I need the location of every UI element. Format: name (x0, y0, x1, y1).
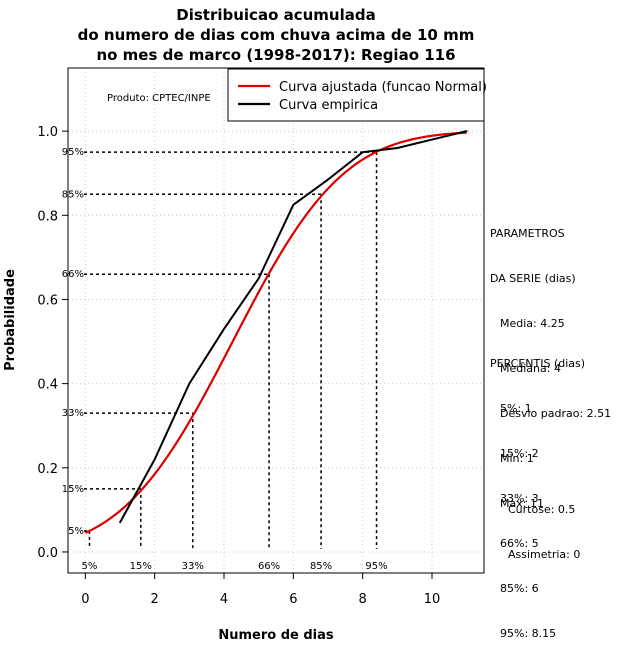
x-tick-label-5: 10 (424, 592, 441, 607)
empirical-point-10 (465, 130, 468, 132)
percentile-label-y-0: 5% (68, 526, 84, 537)
series-parameters-panel: PARAMETROS DA SERIE (dias) Media: 4.25 M… (490, 196, 611, 526)
y-tick-label-0: 0.0 (37, 546, 58, 561)
x-axis-ticks: 0 2 4 6 8 10 (81, 573, 440, 607)
x-axis-label: Numero de dias (218, 628, 334, 643)
param-desvio: Desvio padrao: 2.51 (500, 407, 612, 420)
grid-lines (68, 68, 484, 573)
percentile-label-x-4: 85% (310, 561, 332, 572)
pct-15: 15%: 2 (500, 447, 539, 460)
y-tick-label-4: 0.8 (37, 209, 58, 224)
y-axis-label: Probabilidade (3, 269, 18, 371)
empirical-point-1 (153, 458, 156, 461)
chart-title-line-1: Distribuicao acumulada (176, 6, 375, 24)
y-tick-label-3: 0.6 (37, 293, 58, 308)
fitted-normal-curve (84, 131, 467, 534)
percentiles-panel: PERCENTIS (dias) 5%: 1 15%: 2 33%: 3 66%… (490, 326, 585, 656)
empirical-point-9 (431, 138, 433, 141)
legend-label-empirical: Curva empirica (279, 98, 378, 113)
y-tick-label-5: 1.0 (37, 125, 58, 140)
percentile-label-x-1: 15% (130, 561, 152, 572)
param-max: Max: 11 (500, 497, 544, 510)
x-tick-label-0: 0 (81, 592, 89, 607)
product-annotation: Produto: CPTEC/INPE (107, 93, 211, 104)
empirical-point-6 (327, 178, 329, 181)
percentile-label-x-2: 33% (182, 561, 204, 572)
pct-66: 66%: 5 (500, 537, 539, 550)
percentis-title: PERCENTIS (dias) (490, 357, 586, 370)
params-title-2: DA SERIE (dias) (490, 272, 576, 285)
chart-title-line-3: no mes de marco (1998-2017): Regiao 116 (96, 46, 455, 64)
percentile-label-x-3: 66% (258, 561, 280, 572)
x-tick-label-3: 6 (289, 592, 297, 607)
params-title-1: PARAMETROS (490, 227, 565, 240)
shape-stats-panel: Curtose: 0.5 Assimetria: 0 (508, 472, 580, 577)
legend: Curva ajustada (funcao Normal) Curva emp… (227, 68, 487, 122)
empirical-point-8 (396, 147, 399, 149)
param-mediana: Mediana: 4 (500, 362, 561, 375)
chart-title-line-2: do numero de dias com chuva acima de 10 … (78, 26, 475, 44)
pct-85: 85%: 6 (500, 582, 539, 595)
legend-box (227, 68, 485, 122)
percentile-label-y-2: 33% (62, 408, 84, 419)
stat-assimetria: Assimetria: 0 (508, 548, 581, 561)
empirical-point-2 (188, 382, 191, 385)
percentile-guides (84, 151, 378, 549)
percentile-label-y-1: 15% (62, 484, 84, 495)
empirical-point-4 (257, 277, 260, 280)
x-tick-label-2: 4 (220, 592, 228, 607)
percentile-label-y-4: 85% (62, 189, 84, 200)
empirical-point-5 (292, 203, 295, 206)
legend-label-fitted: Curva ajustada (funcao Normal) (279, 80, 487, 95)
percentile-label-y-5: 95% (62, 147, 84, 158)
pct-5: 5%: 1 (500, 402, 532, 415)
percentile-label-x-0: 5% (82, 561, 98, 572)
param-media: Media: 4.25 (500, 317, 565, 330)
pct-95: 95%: 8.15 (500, 627, 557, 640)
empirical-curve (119, 130, 467, 523)
param-min: Min: 1 (500, 452, 534, 465)
percentile-labels: 5% 5% 15% 15% 33% 33% 66% 66% 85% 85% 95% 95% (62, 147, 388, 572)
empirical-point-0 (119, 521, 121, 524)
empirical-point-3 (223, 328, 225, 330)
series-lines (84, 130, 468, 534)
plot-area (67, 67, 485, 574)
y-tick-label-1: 0.2 (37, 462, 58, 477)
stat-curtose: Curtose: 0.5 (508, 503, 576, 516)
pct-33: 33%: 3 (500, 492, 539, 505)
y-tick-label-2: 0.4 (37, 378, 58, 393)
percentile-label-y-3: 66% (62, 269, 84, 280)
x-tick-label-1: 2 (151, 592, 159, 607)
percentile-label-x-5: 95% (365, 561, 387, 572)
y-axis-ticks: 0.0 0.2 0.4 0.6 0.8 1.0 (37, 125, 68, 561)
x-tick-label-4: 8 (359, 592, 367, 607)
empirical-point-7 (361, 151, 364, 153)
